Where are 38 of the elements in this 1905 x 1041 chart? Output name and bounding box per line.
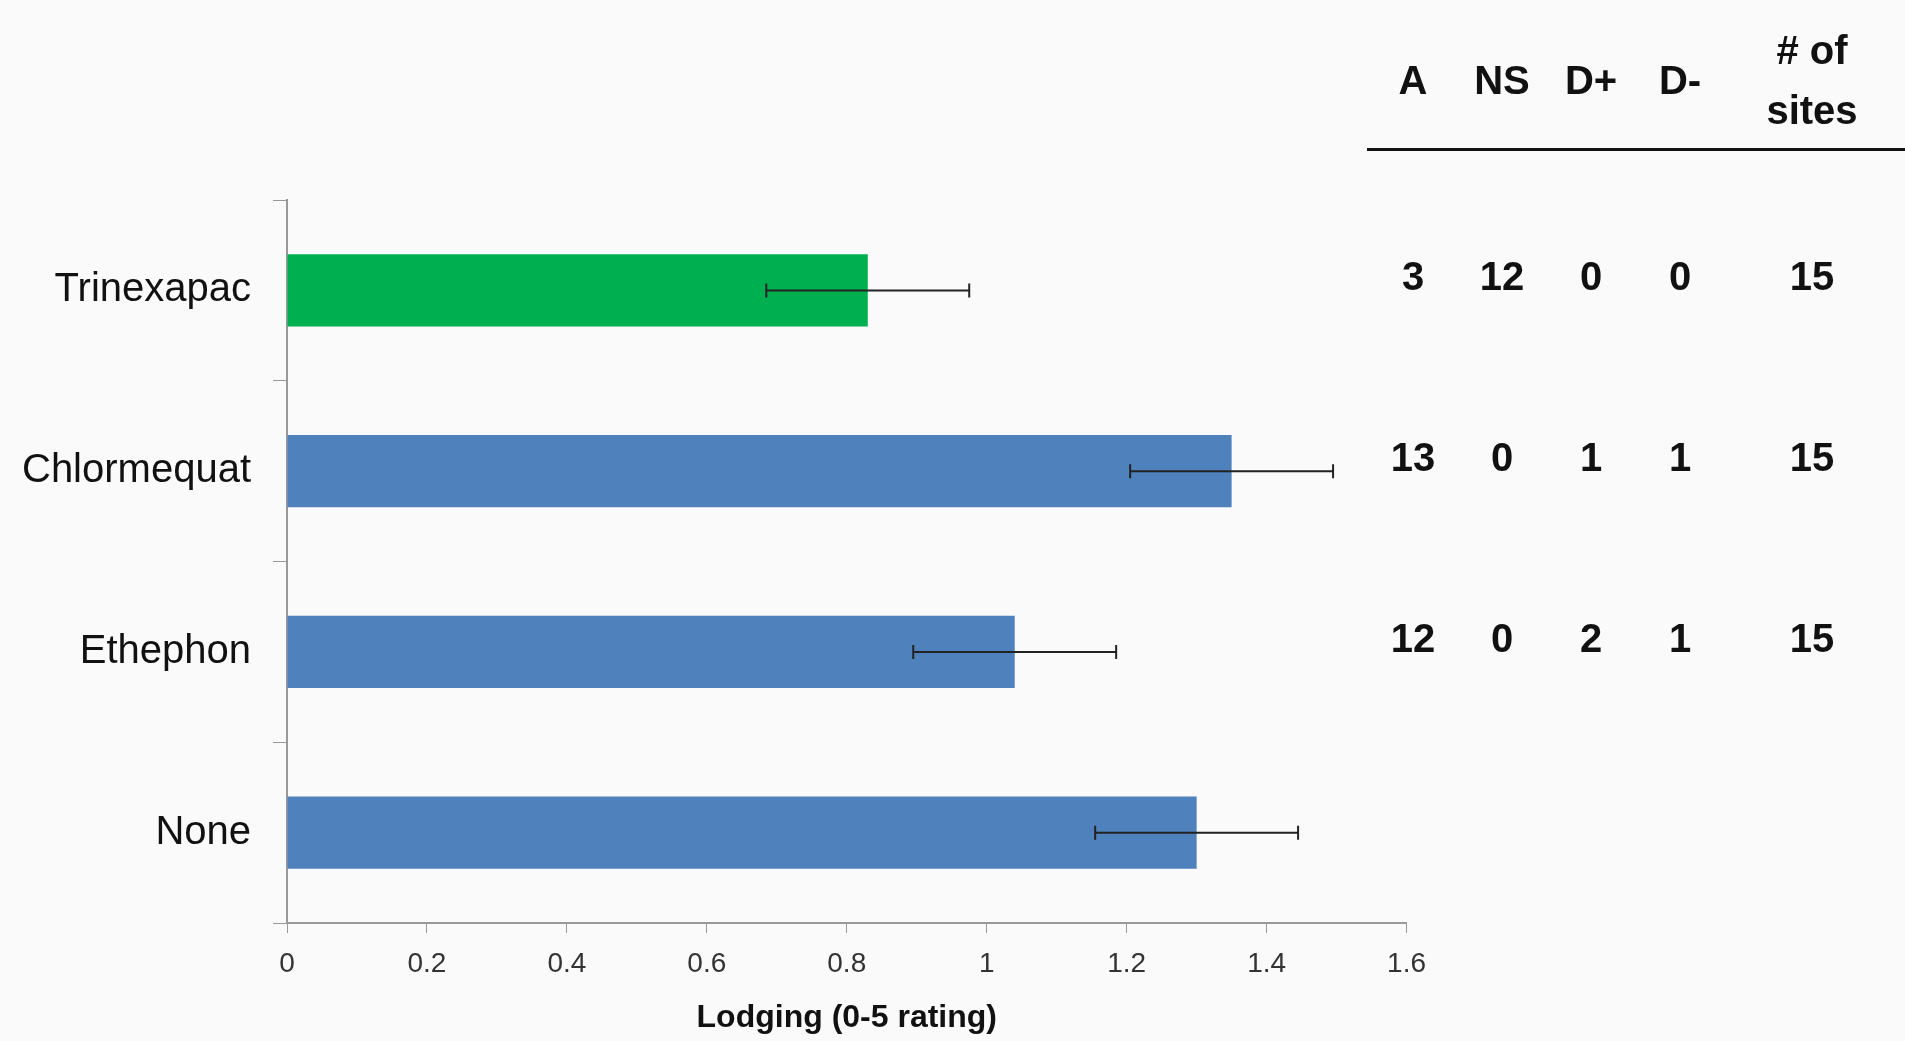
text: 15: [1789, 435, 1835, 480]
bar: [287, 434, 1232, 508]
category-label: # of sites: [1765, 27, 1859, 134]
text: 1: [1668, 435, 1692, 480]
text: 12: [1390, 615, 1436, 660]
y-tick-label: Chlormequat: [21, 446, 251, 491]
category-label: A: [1397, 57, 1429, 104]
y-tick-label: Trinexapac: [54, 265, 251, 310]
text: 0: [1490, 615, 1514, 660]
text: 15: [1789, 254, 1835, 299]
y-tick-label: Ethephon: [79, 626, 251, 671]
text: 1: [1579, 435, 1603, 480]
x-tick-label: 0.6: [687, 946, 727, 978]
text: 12: [1479, 254, 1525, 299]
category-label: D+: [1563, 57, 1619, 104]
x-tick-label: 0: [279, 946, 295, 978]
text: 0: [1668, 254, 1692, 299]
category-label: NS: [1473, 57, 1531, 104]
text: 0: [1490, 435, 1514, 480]
x-tick-label: 1.6: [1387, 946, 1427, 978]
y-tick-label: None: [155, 807, 251, 852]
text: 13: [1390, 435, 1436, 480]
text: 0: [1579, 254, 1603, 299]
x-tick-label: 0.4: [547, 946, 587, 978]
x-tick-label: 1.2: [1107, 946, 1147, 978]
text: 15: [1789, 615, 1835, 660]
text: 2: [1579, 615, 1603, 660]
x-tick-label: 1: [978, 946, 995, 978]
bar: [287, 796, 1197, 869]
category-label: D-: [1657, 57, 1703, 104]
x-axis-title: Lodging (0-5 rating): [696, 997, 997, 1034]
x-tick-label: 0.2: [407, 946, 447, 978]
x-tick-label: 0.8: [827, 946, 867, 978]
text: 1: [1668, 615, 1692, 660]
text: 3: [1401, 254, 1425, 299]
bar: [287, 254, 868, 327]
bar: [287, 615, 1015, 689]
x-tick-label: 1.4: [1247, 946, 1287, 978]
